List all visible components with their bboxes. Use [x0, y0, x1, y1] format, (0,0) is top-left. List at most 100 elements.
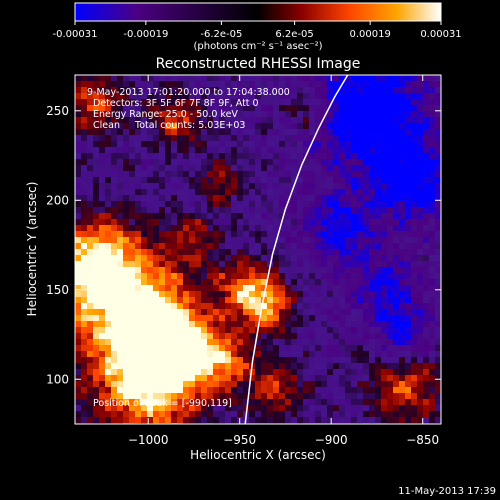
heatmap-cell — [243, 303, 249, 309]
heatmap-cell — [207, 297, 213, 303]
heatmap-cell — [285, 393, 291, 399]
heatmap-cell — [165, 171, 171, 177]
heatmap-cell — [255, 345, 261, 351]
heatmap-cell — [309, 405, 315, 411]
heatmap-cell — [279, 165, 285, 171]
heatmap-cell — [105, 75, 111, 81]
heatmap-cell — [339, 285, 345, 291]
heatmap-cell — [417, 279, 423, 285]
heatmap-cell — [159, 297, 165, 303]
heatmap-cell — [249, 267, 255, 273]
heatmap-cell — [171, 189, 177, 195]
heatmap-cell — [291, 309, 297, 315]
heatmap-cell — [345, 243, 351, 249]
heatmap-cell — [429, 129, 435, 135]
heatmap-cell — [153, 141, 159, 147]
heatmap-cell — [141, 159, 147, 165]
heatmap-cell — [249, 141, 255, 147]
heatmap-cell — [345, 297, 351, 303]
heatmap-cell — [363, 165, 369, 171]
heatmap-cell — [279, 351, 285, 357]
heatmap-cell — [351, 333, 357, 339]
heatmap-cell — [165, 249, 171, 255]
heatmap-cell — [273, 111, 279, 117]
heatmap-cell — [117, 381, 123, 387]
heatmap-cell — [207, 249, 213, 255]
heatmap-cell — [183, 267, 189, 273]
heatmap-cell — [261, 141, 267, 147]
heatmap-cell — [261, 159, 267, 165]
heatmap-cell — [399, 303, 405, 309]
heatmap-cell — [225, 411, 231, 417]
heatmap-cell — [99, 81, 105, 87]
heatmap-cell — [159, 255, 165, 261]
heatmap-cell — [267, 393, 273, 399]
heatmap-cell — [255, 93, 261, 99]
heatmap-cell — [195, 357, 201, 363]
heatmap-cell — [363, 315, 369, 321]
heatmap-cell — [189, 171, 195, 177]
heatmap-cell — [339, 267, 345, 273]
heatmap-cell — [327, 81, 333, 87]
heatmap-cell — [81, 321, 87, 327]
heatmap-cell — [135, 333, 141, 339]
heatmap-cell — [291, 291, 297, 297]
heatmap-cell — [135, 189, 141, 195]
heatmap-cell — [309, 417, 315, 423]
heatmap-cell — [237, 255, 243, 261]
heatmap-cell — [177, 159, 183, 165]
heatmap-cell — [189, 291, 195, 297]
heatmap-cell — [387, 339, 393, 345]
heatmap-cell — [345, 333, 351, 339]
heatmap-cell — [411, 141, 417, 147]
heatmap-cell — [195, 249, 201, 255]
heatmap-cell — [177, 207, 183, 213]
heatmap-cell — [81, 333, 87, 339]
heatmap-cell — [177, 219, 183, 225]
heatmap-cell — [333, 231, 339, 237]
heatmap-cell — [93, 417, 99, 423]
heatmap-cell — [273, 213, 279, 219]
heatmap-cell — [321, 417, 327, 423]
heatmap-cell — [435, 315, 441, 321]
heatmap-cell — [141, 381, 147, 387]
heatmap-cell — [429, 399, 435, 405]
heatmap-cell — [405, 177, 411, 183]
heatmap-cell — [189, 411, 195, 417]
heatmap-cell — [381, 207, 387, 213]
heatmap-cell — [387, 165, 393, 171]
heatmap-cell — [81, 387, 87, 393]
heatmap-cell — [87, 303, 93, 309]
heatmap-cell — [183, 297, 189, 303]
heatmap-cell — [111, 153, 117, 159]
heatmap-cell — [267, 381, 273, 387]
heatmap-cell — [339, 195, 345, 201]
heatmap-cell — [93, 75, 99, 81]
heatmap-cell — [315, 177, 321, 183]
heatmap-cell — [435, 87, 441, 93]
heatmap-cell — [207, 387, 213, 393]
heatmap-cell — [399, 381, 405, 387]
heatmap-cell — [369, 321, 375, 327]
heatmap-cell — [315, 183, 321, 189]
heatmap-cell — [195, 159, 201, 165]
heatmap-cell — [375, 267, 381, 273]
heatmap-cell — [411, 255, 417, 261]
heatmap-cell — [279, 411, 285, 417]
heatmap-cell — [141, 339, 147, 345]
heatmap-cell — [417, 285, 423, 291]
heatmap-cell — [135, 129, 141, 135]
heatmap-cell — [309, 219, 315, 225]
heatmap-cell — [393, 405, 399, 411]
heatmap-cell — [141, 321, 147, 327]
heatmap-cell — [291, 195, 297, 201]
heatmap-cell — [339, 309, 345, 315]
heatmap-cell — [363, 189, 369, 195]
heatmap-cell — [261, 369, 267, 375]
heatmap-cell — [399, 81, 405, 87]
heatmap-cell — [267, 105, 273, 111]
heatmap-cell — [399, 243, 405, 249]
heatmap-cell — [375, 195, 381, 201]
heatmap-cell — [171, 225, 177, 231]
colorbar-tick-label: 6.2e-05 — [275, 29, 313, 40]
